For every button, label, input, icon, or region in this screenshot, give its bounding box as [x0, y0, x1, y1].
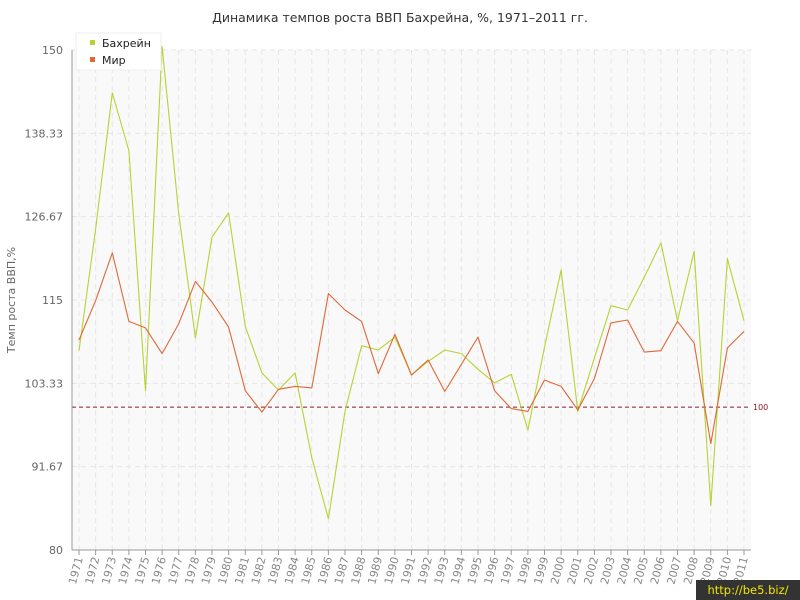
y-tick-label: 91.67 [32, 461, 64, 474]
y-tick-label: 150 [42, 44, 63, 57]
y-tick-label: 138.33 [25, 127, 64, 140]
axes [71, 50, 751, 555]
y-tick-label: 126.67 [25, 211, 64, 224]
y-tick-label: 115 [42, 294, 63, 307]
series-line-world [78, 252, 745, 445]
y-axis-label: Темп роста ВВП,% [5, 247, 18, 354]
grid [72, 49, 751, 551]
reference-line-group: 100 [72, 403, 768, 412]
watermark-link[interactable]: http://be5.biz/ [696, 580, 800, 600]
series-lines [78, 45, 745, 520]
chart-title: Динамика темпов роста ВВП Бахрейна, %, 1… [212, 10, 588, 25]
y-tick-label: 80 [49, 544, 63, 557]
x-tick-labels: 1971197219731974197519761977197819791980… [66, 555, 751, 585]
legend-marker-world [90, 57, 95, 62]
y-tick-label: 103.33 [25, 377, 64, 390]
y-tick-labels: 80 91.67 103.33 115 126.67 138.33 150 [25, 44, 64, 557]
legend-label-bahrain: Бахрейн [102, 37, 151, 50]
legend[interactable]: Бахрейн Мир [75, 32, 162, 71]
legend-box [75, 32, 162, 71]
legend-marker-bahrain [90, 40, 95, 45]
reference-line-label: 100 [753, 403, 768, 412]
legend-label-world: Мир [102, 54, 126, 67]
